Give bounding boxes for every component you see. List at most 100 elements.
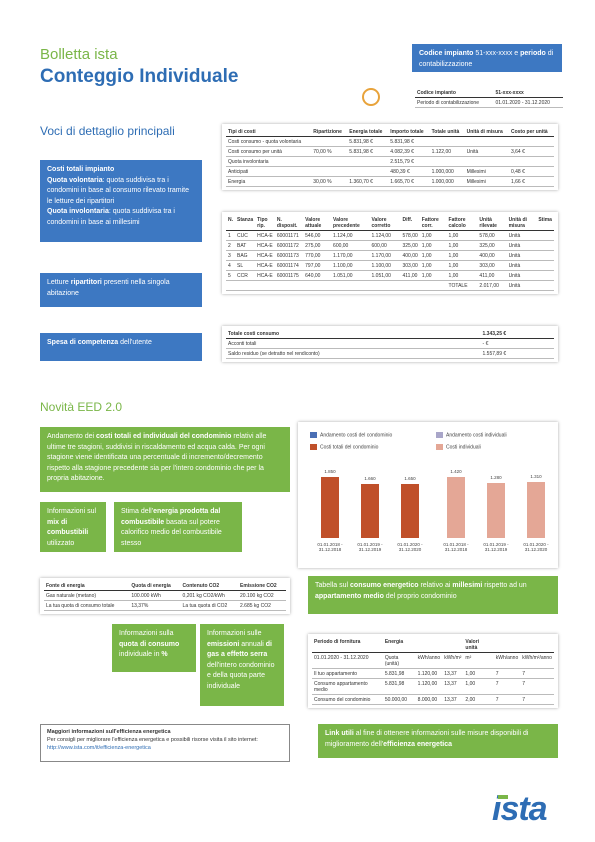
cell: 2,00 [463, 694, 494, 705]
row: Fonte di energia Quota di energia Contenut… [44, 581, 286, 591]
cell: Anticipati [226, 166, 312, 177]
cell: Valore corretto [369, 215, 401, 231]
text: dell'intero condominio e della quota par… [207, 661, 275, 690]
text: dell'utente [118, 339, 152, 346]
cell: Energia totale [347, 127, 389, 137]
cell: La tua quota di consumo totale [44, 600, 130, 611]
cell: 4.082,39 € [388, 146, 430, 157]
cell: 640,00 [303, 270, 332, 281]
text: del proprio condominio [383, 592, 457, 600]
title: Conteggio Individuale [40, 66, 239, 87]
cell: 797,00 [303, 260, 332, 271]
text: presenti nella singola abitazione [47, 279, 170, 297]
cell: 7 [493, 678, 521, 695]
cell: 1.124,00 [331, 230, 370, 241]
cell: N. disposit. [274, 215, 304, 231]
cell: 0,201 kg CO2/kWh [180, 590, 239, 601]
row: Consumo appartamento medio 5.831,98 1.120,… [312, 678, 554, 695]
cell: Fattore calcolo [446, 215, 478, 231]
text: costi totali ed individuali del condomin… [96, 433, 232, 440]
cell [331, 280, 370, 291]
cell: HCA-E [255, 270, 275, 281]
cell: 1,00 [446, 250, 478, 261]
data-label: 1.850 [324, 469, 336, 475]
paragraph: Stima dell'energia prodotta dal combusti… [121, 507, 235, 549]
cell: 7 [520, 668, 554, 679]
cell: 1.557,89 € [480, 348, 554, 359]
row: Anticipati 480,39 €1.000,000 Millesimi 0,48… [226, 166, 554, 177]
legend-label: Costi individuali [446, 444, 481, 451]
cell [274, 280, 304, 291]
cell: 100.000 kWh [129, 590, 181, 601]
cell: 1,00 [419, 240, 447, 251]
cell: 1,66 € [508, 176, 554, 187]
info-line: Per consigli per migliorare l'efficienza… [47, 736, 258, 743]
row: TOTALE 2.017,00 Unità [226, 280, 554, 291]
cell: HCA-E [255, 240, 275, 251]
cell: 4 [226, 260, 235, 271]
cell [536, 250, 554, 261]
cell: HCA-E [255, 250, 275, 261]
cell: Diff. [400, 215, 420, 231]
cell: Unità [506, 230, 537, 241]
row: 2 BAT HCA-E 60001172 275,00 600,00 600,00 325,0… [226, 240, 554, 251]
cell: 5.831,98 € [388, 136, 430, 147]
cell: 1.124,00 [369, 230, 401, 241]
cell: Valore attuale [303, 215, 332, 231]
text: basata sul potere calorifico medio del c… [121, 518, 222, 547]
info-line: Maggiori informazioni sull'efficienza en… [47, 729, 171, 735]
text: : quota suddivisa tra i condomini in bas… [47, 176, 190, 205]
cell [311, 136, 348, 147]
table: Fonte di energia Quota di energia Contenut… [44, 581, 286, 611]
info-line: http://www.ista.com/it/efficienza-energe… [47, 744, 151, 751]
row: Acconti totali - € [226, 338, 554, 349]
cell: Consumo del condominio [312, 694, 383, 705]
cell: Unità di misura [506, 215, 537, 231]
cell: 1,00 [463, 678, 494, 695]
legend-label: Andamento costi individuali [446, 432, 507, 439]
cell [311, 156, 348, 167]
cell: Periodo di contabilizzazione [415, 97, 494, 108]
cell: 2.515,79 € [388, 156, 430, 167]
text: utilizzato [47, 539, 75, 547]
row: Il tuo appartamento 5.831,98 1.120,00 13,37… [312, 668, 554, 679]
callout: Tabella sul consumo energetico relativo … [308, 576, 558, 614]
cell: Quota involontaria [226, 156, 312, 167]
callout: Costi totali impianto Quota volontaria: q… [40, 160, 202, 242]
cell: 578,00 [400, 230, 420, 241]
cell: SL [235, 260, 256, 271]
cell [419, 280, 447, 291]
info-box: Maggiori informazioni sull'efficienza en… [40, 724, 290, 762]
cell: 1.343,25 € [480, 329, 554, 339]
cell: 1,00 [419, 260, 447, 271]
cell [429, 156, 465, 167]
text: Costi totali impianto [47, 166, 115, 173]
cell: Unità di misura [464, 127, 509, 137]
row: 3 BAG HCA-E 60001173 770,00 1.170,00 1.170,00 4… [226, 250, 554, 261]
data-label: 1.280 [490, 475, 502, 481]
cell: 1,00 [446, 270, 478, 281]
row: Costi consumo per unità 70,00 % 5.831,98 €… [226, 146, 554, 157]
cell [429, 136, 465, 147]
cell [493, 637, 521, 653]
cell: 2.685 kg CO2 [238, 600, 286, 611]
callout: Informazioni sulla quota di consumo indi… [112, 624, 196, 672]
cell: kWh/anno [415, 652, 443, 669]
cell: 1,00 [463, 668, 494, 679]
bar [487, 483, 505, 538]
cell [508, 136, 554, 147]
cell: kWh/m² [442, 652, 464, 669]
cell: 60001173 [274, 250, 304, 261]
callout: Informazioni sul mix di combustibili uti… [40, 502, 106, 552]
row: Gas naturale (metano) 100.000 kWh 0,201 kg… [44, 590, 286, 601]
cell: Unità [506, 240, 537, 251]
cell: Quota (unità) [382, 652, 416, 669]
text: efficienza energetica [383, 740, 453, 748]
row: 4 SL HCA-E 60001174 797,00 1.100,00 1.100,00 30… [226, 260, 554, 271]
text: ripartitori [70, 279, 102, 286]
cell: 60001171 [274, 230, 304, 241]
cell: 411,00 [400, 270, 420, 281]
row: 1 CUC HCA-E 60001171 546,00 1.124,00 1.124,00 5… [226, 230, 554, 241]
cell [400, 280, 420, 291]
callout: Letture ripartitori presenti nella singo… [40, 273, 202, 307]
